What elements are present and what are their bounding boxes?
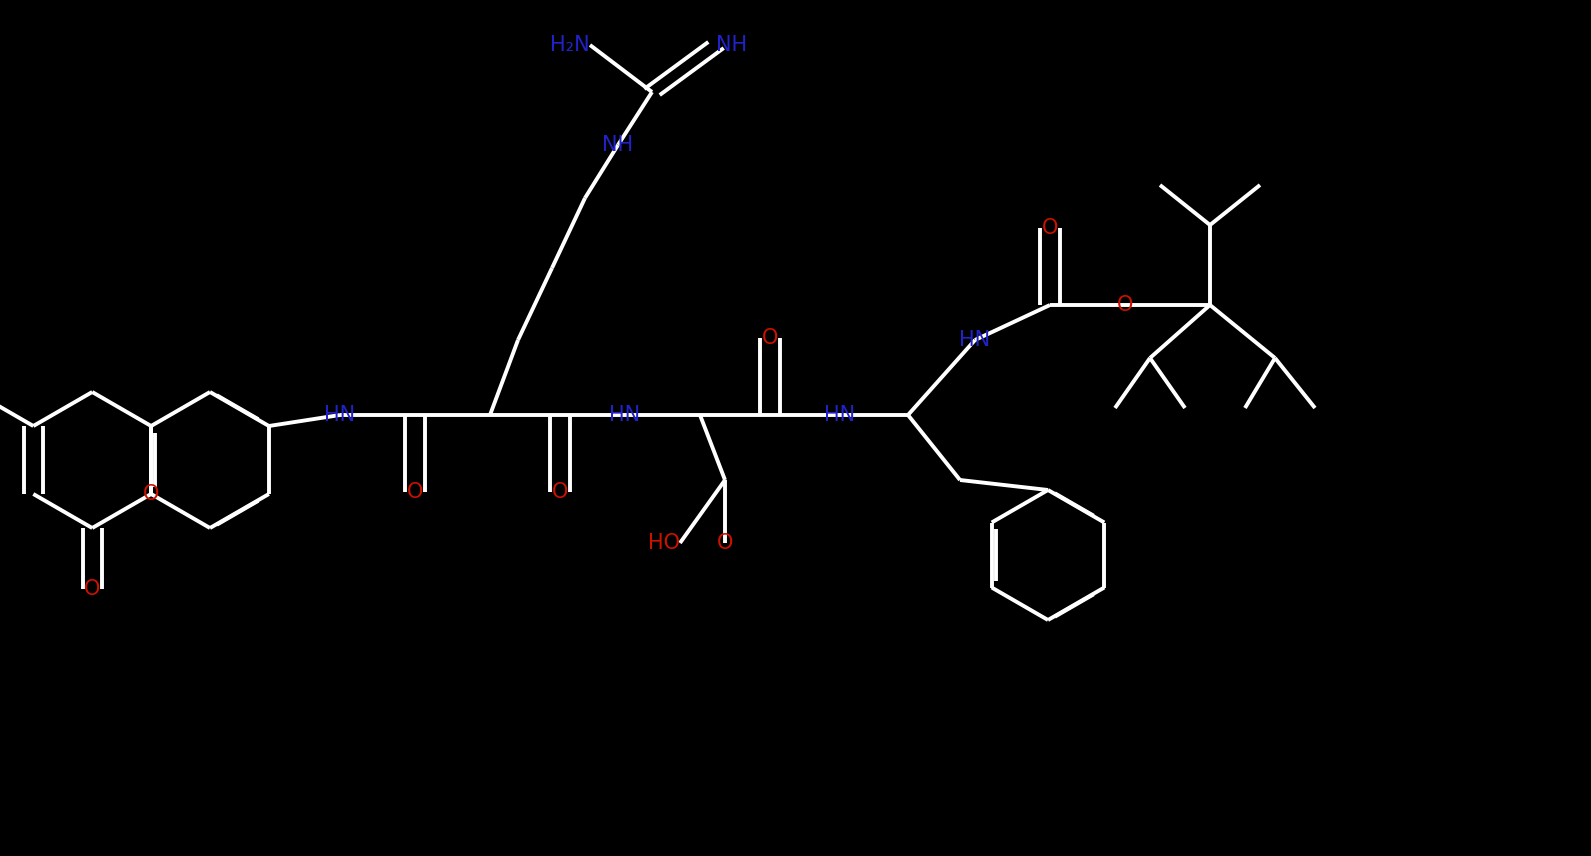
Text: O: O — [1042, 218, 1058, 238]
Text: HN: HN — [609, 405, 641, 425]
Text: O: O — [84, 580, 100, 599]
Text: H₂N: H₂N — [550, 35, 590, 55]
Text: O: O — [143, 484, 159, 504]
Text: NH: NH — [603, 135, 633, 155]
Text: O: O — [1117, 295, 1133, 315]
Text: HO: HO — [648, 533, 679, 553]
Text: NH: NH — [716, 35, 748, 55]
Text: O: O — [552, 482, 568, 502]
Text: O: O — [762, 328, 778, 348]
Text: HN: HN — [325, 405, 355, 425]
Text: HN: HN — [959, 330, 991, 350]
Text: O: O — [718, 533, 733, 553]
Text: HN: HN — [824, 405, 856, 425]
Text: O: O — [407, 482, 423, 502]
